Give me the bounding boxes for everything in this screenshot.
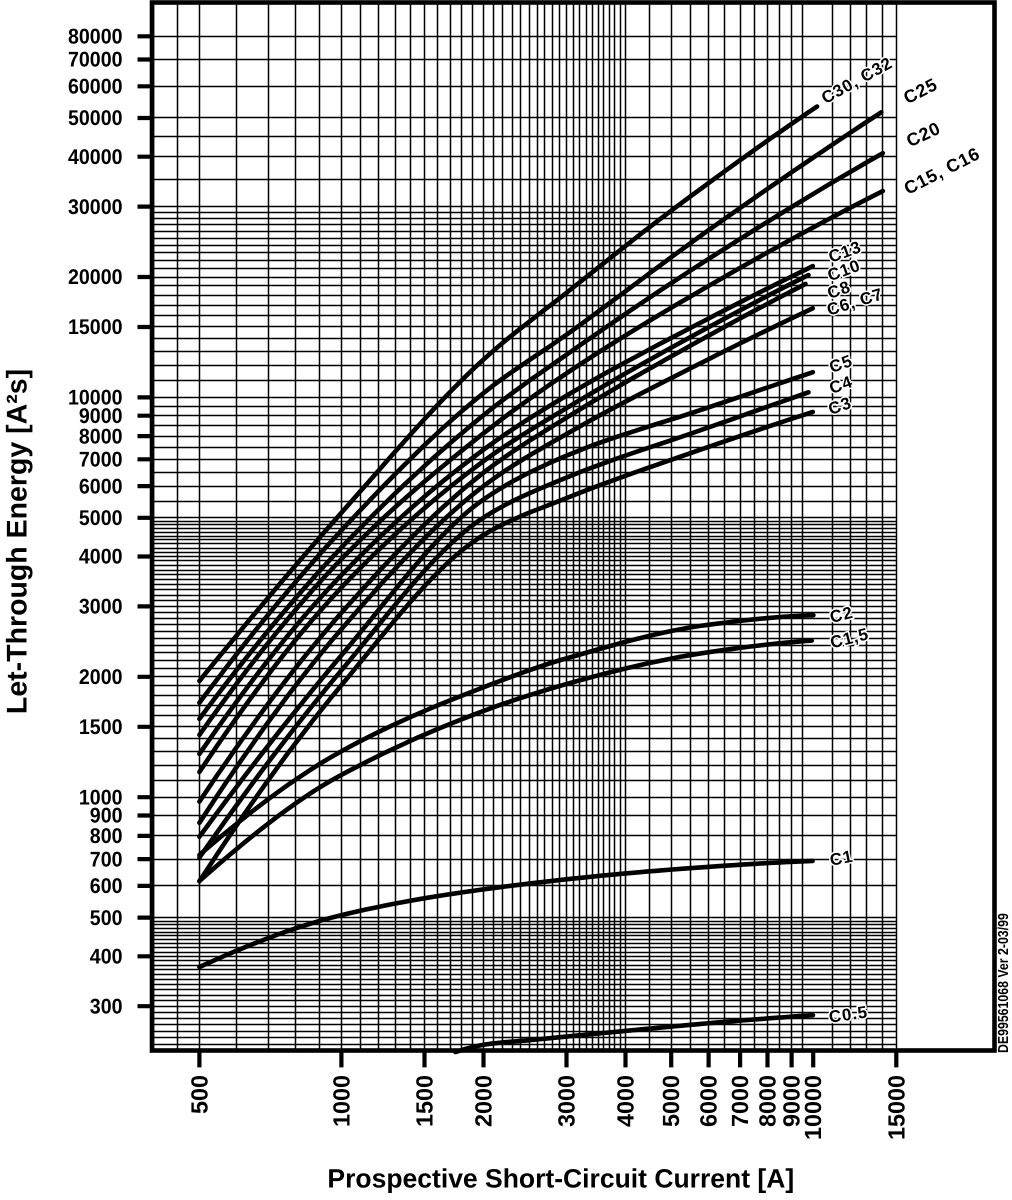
svg-text:800: 800 <box>90 824 123 848</box>
svg-text:700: 700 <box>90 847 123 871</box>
svg-text:8000: 8000 <box>79 424 123 448</box>
svg-text:500: 500 <box>186 1075 212 1114</box>
svg-text:300: 300 <box>90 994 123 1018</box>
svg-text:8000: 8000 <box>755 1075 781 1127</box>
svg-text:6000: 6000 <box>696 1075 722 1127</box>
svg-text:Let-Through Energy [A²s]: Let-Through Energy [A²s] <box>2 369 34 714</box>
svg-text:400: 400 <box>90 945 123 969</box>
svg-text:15000: 15000 <box>883 1075 909 1140</box>
svg-text:5000: 5000 <box>658 1075 684 1127</box>
svg-text:20000: 20000 <box>68 265 122 289</box>
svg-text:4000: 4000 <box>613 1075 639 1127</box>
svg-text:1500: 1500 <box>79 715 123 739</box>
svg-text:DE99561068 Ver 2-03/99: DE99561068 Ver 2-03/99 <box>996 913 1012 1053</box>
svg-text:7000: 7000 <box>727 1075 753 1127</box>
svg-text:5000: 5000 <box>79 506 123 530</box>
svg-text:4000: 4000 <box>79 545 123 569</box>
svg-text:1000: 1000 <box>328 1075 354 1127</box>
svg-text:15000: 15000 <box>68 315 122 339</box>
svg-text:60000: 60000 <box>68 75 122 99</box>
svg-text:2000: 2000 <box>471 1075 497 1127</box>
svg-text:80000: 80000 <box>68 25 122 49</box>
svg-text:70000: 70000 <box>68 48 122 72</box>
svg-text:500: 500 <box>90 906 123 930</box>
svg-text:10000: 10000 <box>68 386 122 410</box>
svg-text:3000: 3000 <box>79 595 123 619</box>
svg-text:50000: 50000 <box>68 106 122 130</box>
svg-text:40000: 40000 <box>68 145 122 169</box>
svg-text:6000: 6000 <box>79 474 123 498</box>
svg-text:C1: C1 <box>828 847 855 870</box>
svg-text:600: 600 <box>90 874 123 898</box>
svg-text:30000: 30000 <box>68 195 122 219</box>
svg-text:C0.5: C0.5 <box>828 1002 869 1026</box>
svg-text:Prospective Short-Circuit Curr: Prospective Short-Circuit Current [A] <box>327 1164 794 1194</box>
svg-text:900: 900 <box>90 804 123 828</box>
svg-text:7000: 7000 <box>79 448 123 472</box>
svg-text:1500: 1500 <box>412 1075 438 1127</box>
svg-text:9000: 9000 <box>779 1075 805 1127</box>
svg-text:10000: 10000 <box>800 1075 826 1140</box>
svg-text:9000: 9000 <box>79 404 123 428</box>
svg-text:2000: 2000 <box>79 665 123 689</box>
svg-text:3000: 3000 <box>554 1075 580 1127</box>
svg-text:1000: 1000 <box>79 785 123 809</box>
